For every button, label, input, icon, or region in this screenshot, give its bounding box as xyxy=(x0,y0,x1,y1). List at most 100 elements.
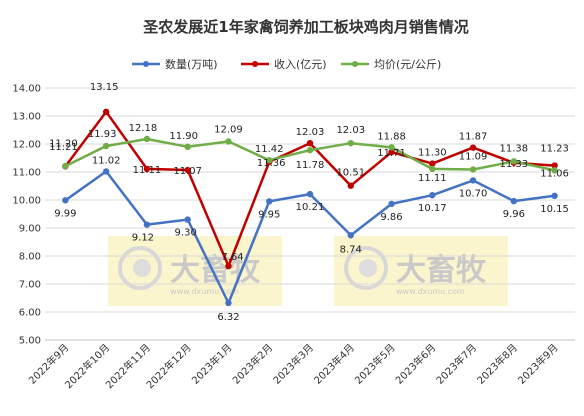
legend: 数量(万吨) 收入(亿元) 均价(元/公斤) xyxy=(132,57,441,71)
data-label: 6.32 xyxy=(217,312,239,323)
data-point xyxy=(306,139,314,147)
watermark-logo-icon xyxy=(344,246,388,290)
data-label: 12.18 xyxy=(129,123,158,134)
data-label: 8.74 xyxy=(340,244,362,255)
data-label: 11.90 xyxy=(169,131,198,142)
data-label: 11.23 xyxy=(540,144,569,155)
watermark-logo-icon xyxy=(118,246,162,290)
watermark-left: 大畜牧 www.dxumu.com xyxy=(108,236,282,306)
data-label: 11.88 xyxy=(377,131,406,142)
watermark-right: 大畜牧 www.dxumu.com xyxy=(334,236,508,306)
data-point xyxy=(388,144,395,151)
data-point xyxy=(429,160,436,167)
data-label: 11.06 xyxy=(540,168,569,179)
data-point xyxy=(102,168,110,175)
data-labels: 9.99 11.02 9.12 9.30 6.32 9.95 10.21 8.74 9.86 10… xyxy=(49,82,569,323)
data-label: 11.21 xyxy=(49,142,78,153)
data-label: 10.21 xyxy=(296,202,325,213)
data-label: 9.86 xyxy=(380,212,402,223)
x-tick-label: 2023年6月 xyxy=(393,341,439,387)
data-label: 11.78 xyxy=(296,160,325,171)
data-label: 11.02 xyxy=(92,155,121,166)
data-point xyxy=(551,167,558,174)
y-tick-label: 9.00 xyxy=(19,224,41,235)
data-point xyxy=(62,197,69,204)
data-label: 9.95 xyxy=(258,209,280,220)
x-tick-label: 2022年9月 xyxy=(26,341,72,387)
y-axis: 5.00 6.00 7.00 8.00 9.00 10.00 11.00 12.00 13.00… xyxy=(12,84,41,347)
series-group xyxy=(62,108,558,307)
x-tick-label: 2023年5月 xyxy=(352,341,398,387)
data-label: 11.36 xyxy=(257,158,286,169)
data-point xyxy=(225,138,232,145)
data-point xyxy=(347,182,354,189)
data-point xyxy=(62,162,69,170)
watermark-brand: 大畜牧 xyxy=(396,253,487,288)
data-label: 12.03 xyxy=(336,125,365,136)
data-label: 10.70 xyxy=(459,188,488,199)
legend-marker xyxy=(143,61,149,67)
legend-label: 收入(亿元) xyxy=(274,57,327,71)
data-label: 9.30 xyxy=(175,228,197,239)
data-point xyxy=(469,166,477,173)
data-point xyxy=(469,177,477,184)
y-tick-label: 7.00 xyxy=(19,280,41,291)
x-axis: 2022年9月2022年10月2022年11月2022年12月2023年1月20… xyxy=(26,339,575,391)
data-label: 10.15 xyxy=(540,204,569,215)
data-point xyxy=(143,221,151,228)
data-point xyxy=(429,165,436,173)
data-label: 11.09 xyxy=(459,151,488,162)
data-point xyxy=(102,108,110,116)
data-point xyxy=(551,162,558,169)
y-tick-label: 11.00 xyxy=(12,168,41,179)
data-point xyxy=(347,232,354,239)
data-label: 9.96 xyxy=(503,209,525,220)
y-tick-label: 10.00 xyxy=(12,196,41,207)
data-label: 11.30 xyxy=(418,148,447,159)
data-point xyxy=(469,144,477,151)
chart-title: 圣农发展近1年家禽饲养加工板块鸡肉月销售情况 xyxy=(142,18,468,36)
data-point xyxy=(143,135,151,143)
data-point xyxy=(225,262,232,270)
data-label: 11.07 xyxy=(173,166,202,177)
y-tick-label: 14.00 xyxy=(12,84,41,95)
data-label: 11.93 xyxy=(88,129,117,140)
data-label: 11.11 xyxy=(133,165,162,176)
x-tick-label: 2023年9月 xyxy=(515,341,561,387)
y-tick-label: 5.00 xyxy=(19,336,41,347)
data-point xyxy=(388,148,395,156)
data-label: 13.15 xyxy=(90,82,119,93)
legend-label: 均价(元/公斤) xyxy=(374,58,441,71)
data-label: 9.99 xyxy=(54,208,76,219)
data-label: 11.42 xyxy=(255,144,284,155)
data-label: 11.33 xyxy=(500,159,529,170)
x-tick-label: 2023年4月 xyxy=(311,341,357,387)
data-label: 9.12 xyxy=(132,233,154,244)
data-point xyxy=(306,190,314,198)
data-point xyxy=(143,165,151,173)
x-tick-label: 2023年1月 xyxy=(189,341,235,387)
x-tick-label: 2023年3月 xyxy=(270,341,316,387)
y-tick-label: 8.00 xyxy=(19,252,41,263)
data-point xyxy=(266,198,273,205)
data-point xyxy=(388,200,395,208)
data-label: 11.20 xyxy=(49,138,78,149)
data-point xyxy=(184,216,191,223)
legend-marker xyxy=(352,61,358,67)
y-tick-label: 13.00 xyxy=(12,112,41,123)
data-point xyxy=(225,299,232,307)
data-point xyxy=(347,139,354,147)
data-point xyxy=(184,166,191,174)
watermark-site: www.dxumu.com xyxy=(396,287,465,296)
data-label: 10.17 xyxy=(418,203,447,214)
data-point xyxy=(551,192,558,199)
data-label: 7.64 xyxy=(221,252,243,263)
data-point xyxy=(184,143,191,150)
data-point xyxy=(102,142,110,150)
x-tick-label: 2023年2月 xyxy=(230,341,276,387)
legend-marker xyxy=(252,61,258,67)
data-point xyxy=(510,158,518,165)
data-label: 11.71 xyxy=(377,148,406,159)
data-label: 12.09 xyxy=(214,124,243,135)
